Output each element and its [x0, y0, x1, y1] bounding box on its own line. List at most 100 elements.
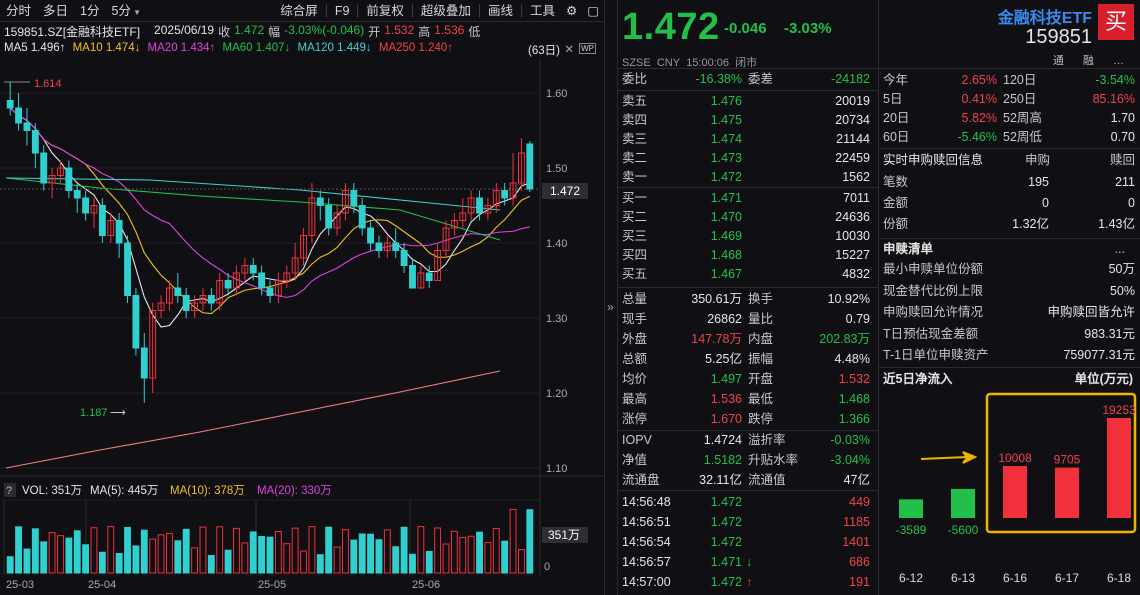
tab-multiday[interactable]: 多日	[43, 3, 69, 18]
candle-body	[274, 280, 282, 296]
ask-row[interactable]: 卖二 1.473 22459	[618, 149, 878, 168]
more-icon[interactable]: ...	[1114, 242, 1125, 256]
volume-bar	[15, 526, 23, 574]
stat-row: IOPV 1.4724 溢折率 -0.03%	[618, 431, 878, 450]
volume-bar	[459, 536, 467, 574]
candle-body	[90, 205, 98, 214]
draw-line-button[interactable]: 画线	[487, 3, 513, 18]
candle-body	[341, 190, 349, 214]
period-label[interactable]: (63日)	[528, 45, 560, 57]
volume-bar	[216, 526, 224, 574]
tick-price: 1.471	[710, 555, 742, 569]
candle-body	[207, 295, 215, 304]
volume-bar	[283, 543, 291, 574]
vol-ma10-label: MA(10): 378万	[170, 485, 245, 497]
sg-redeem: 0	[1128, 196, 1135, 210]
candle-body	[149, 310, 157, 379]
perf-value: 85.16%	[1092, 92, 1135, 106]
volume-bar	[98, 551, 106, 574]
perf-label: 52周高	[1003, 111, 1042, 125]
close-icon[interactable]: ✕	[564, 44, 574, 56]
stat-label: 外盘	[622, 332, 648, 346]
f9-button[interactable]: F9	[334, 3, 350, 18]
perf-row: 5日 0.41% 250日 85.16%	[879, 90, 1140, 109]
candle-body	[124, 242, 131, 296]
buy-button[interactable]: 买	[1098, 4, 1134, 40]
tab-1min[interactable]: 1分	[80, 3, 100, 18]
volume-bar	[409, 553, 416, 574]
candle-body	[31, 130, 39, 154]
gear-icon[interactable]: ⚙	[565, 3, 578, 18]
tick-volume: 449	[849, 495, 870, 509]
candle-body	[300, 235, 307, 259]
stat-value: 147.78万	[691, 332, 742, 346]
candle-body	[23, 122, 31, 131]
candle-body	[383, 242, 391, 251]
volume-bar	[392, 546, 400, 574]
volume-bar	[174, 540, 182, 574]
candle-body	[115, 220, 123, 244]
sg-label: 笔数	[883, 175, 909, 189]
panel-divider[interactable]: »	[604, 0, 618, 595]
candle-body	[526, 143, 534, 190]
sg-subscribe: 0	[1042, 196, 1049, 210]
stat-value: 1.532	[838, 372, 870, 386]
ma250-line	[5, 370, 501, 469]
y-tick-label: 1.40	[546, 238, 567, 250]
low-label: 低	[468, 25, 481, 39]
stat-label: 开盘	[748, 372, 774, 386]
stat-row: 涨停 1.670 跌停 1.366	[618, 410, 878, 429]
bid-row[interactable]: 买五 1.467 4832	[618, 265, 878, 284]
tools-button[interactable]: 工具	[529, 3, 555, 18]
tick-volume: 686	[849, 555, 870, 569]
tab-5min[interactable]: 5分 ▼	[111, 3, 142, 18]
bid-row[interactable]: 买二 1.470 24636	[618, 208, 878, 227]
candle-body	[174, 287, 182, 296]
help-icon[interactable]: ?	[6, 485, 12, 497]
candle-body	[48, 175, 56, 184]
open-label: 开	[368, 25, 381, 39]
ask-row[interactable]: 卖五 1.476 20019	[618, 92, 878, 111]
volume-bar	[333, 546, 341, 574]
inflow-value: -5600	[948, 523, 979, 537]
forward-adjust-button[interactable]: 前复权	[366, 3, 404, 18]
high-value: 1.536	[434, 23, 465, 37]
bid-price: 1.467	[710, 267, 742, 281]
candle-body	[350, 190, 358, 206]
kline-chart[interactable]: 1.60 1.50 1.40 1.30 1.20 1.10 25-03 25-04 25-05 2…	[0, 60, 604, 595]
composite-screen-button[interactable]: 综合屏	[280, 3, 318, 18]
candle-body	[509, 182, 517, 199]
ask-row[interactable]: 卖一 1.472 1562	[618, 168, 878, 187]
price-change: -0.046	[724, 20, 767, 37]
perf-label: 5日	[883, 92, 903, 106]
bid-row[interactable]: 买一 1.471 7011	[618, 189, 878, 208]
bid-row[interactable]: 买三 1.469 10030	[618, 227, 878, 246]
expand-icon[interactable]: »	[607, 300, 614, 314]
overlay-button[interactable]: 超级叠加	[420, 3, 471, 18]
candle-body	[492, 190, 500, 206]
tab-intraday[interactable]: 分时	[6, 3, 32, 18]
ask-row[interactable]: 卖三 1.474 21144	[618, 130, 878, 149]
ask-price: 1.473	[710, 151, 742, 165]
sg-label: 金额	[883, 196, 909, 210]
y-tick-label: 1.20	[546, 388, 567, 400]
bid-row[interactable]: 买四 1.468 15227	[618, 246, 878, 265]
ask-row[interactable]: 卖四 1.475 20734	[618, 111, 878, 130]
candle-body	[325, 205, 333, 229]
ask-price: 1.476	[710, 94, 742, 108]
bid-volume: 10030	[835, 229, 870, 243]
perf-row: 20日 5.82% 52周高 1.70	[879, 109, 1140, 128]
small-icons[interactable]: 通 融 …	[1052, 55, 1132, 67]
stat-label: 均价	[622, 372, 648, 386]
inflow-bar	[1055, 467, 1079, 518]
square-icon[interactable]: ▢	[587, 3, 599, 18]
stat-label: IOPV	[622, 433, 652, 447]
net-inflow-chart: -3589 6-12 -5600 6-13 10008 6-16 9705 6-17 19253…	[896, 392, 1137, 585]
volume-bar	[48, 532, 56, 574]
volume-bar	[400, 526, 408, 574]
perf-value: 5.82%	[961, 111, 997, 125]
weicha-value: -24182	[831, 72, 870, 86]
volume-bar	[350, 539, 358, 574]
wp-icon[interactable]: WP	[579, 43, 596, 54]
weibi-label: 委比	[622, 72, 648, 86]
